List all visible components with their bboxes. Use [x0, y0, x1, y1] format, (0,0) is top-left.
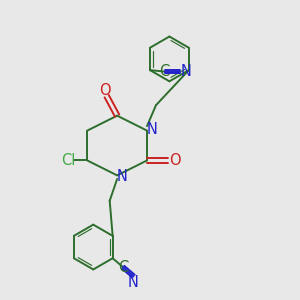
Text: C: C	[159, 64, 170, 79]
Text: N: N	[181, 64, 192, 79]
Text: C: C	[118, 260, 128, 275]
Text: O: O	[99, 83, 111, 98]
Text: Cl: Cl	[61, 153, 76, 168]
Text: N: N	[147, 122, 158, 136]
Text: N: N	[128, 275, 139, 290]
Text: N: N	[117, 169, 128, 184]
Text: O: O	[169, 153, 180, 168]
